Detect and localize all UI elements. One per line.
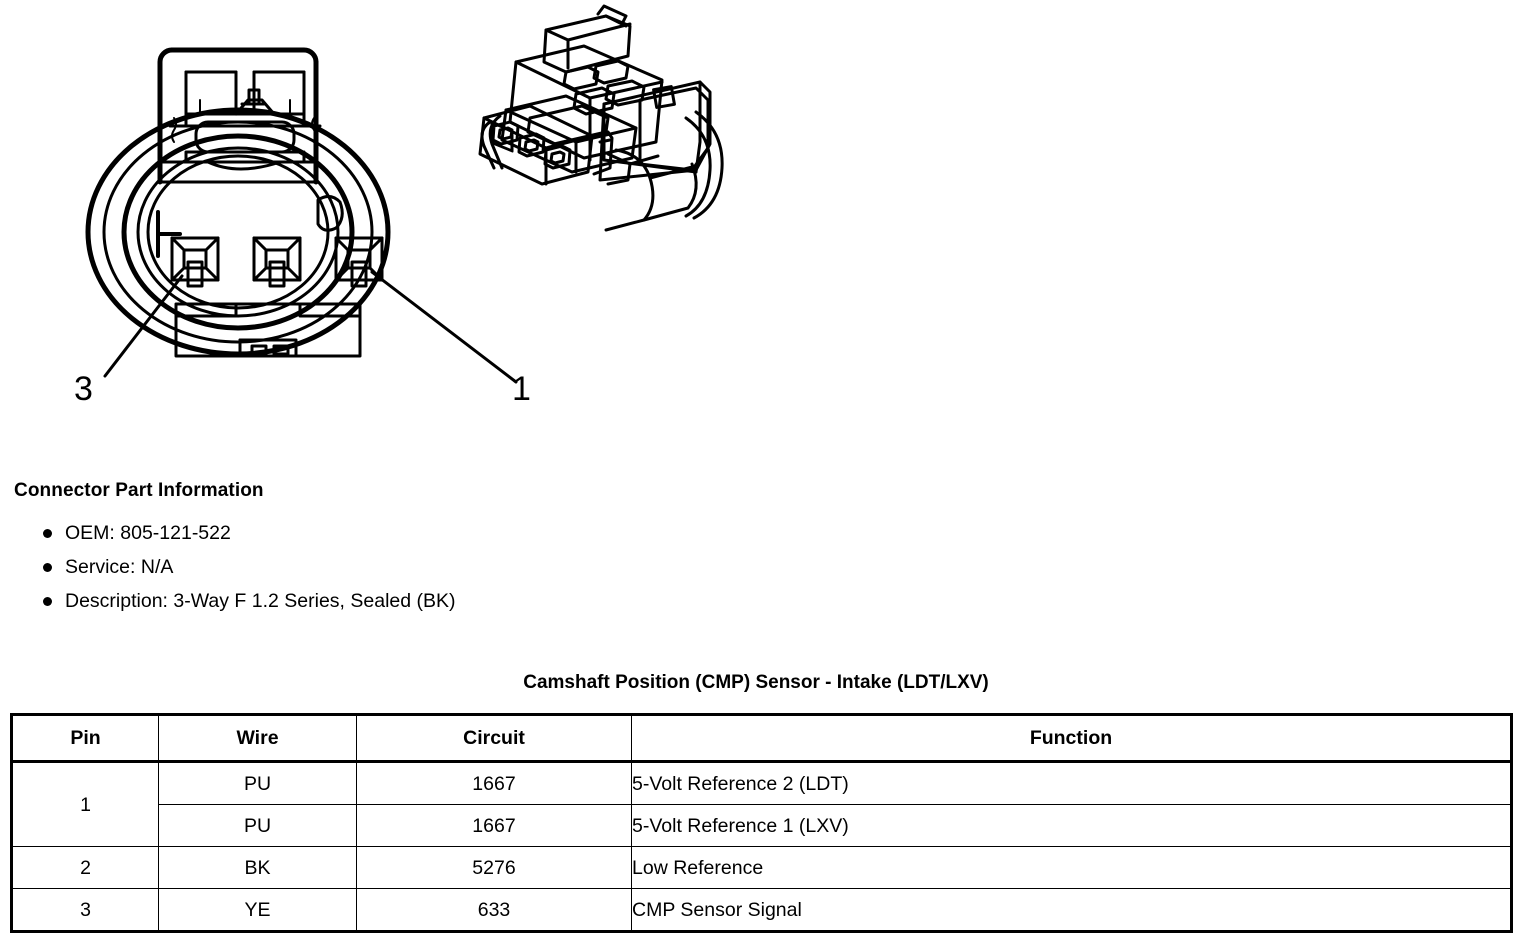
cell-pin: 1 (11, 761, 159, 847)
part-info-item-label: OEM: 805-121-522 (65, 522, 231, 544)
cell-function: CMP Sensor Signal (631, 888, 1512, 932)
bullet-icon (43, 522, 65, 545)
cell-pin: 3 (11, 888, 159, 932)
connector-diagram-svg: 3 1 (74, 4, 724, 408)
latch-tower-outline (169, 47, 319, 65)
cell-circuit: 5276 (356, 846, 632, 889)
pin-table-title: Camshaft Position (CMP) Sensor - Intake … (523, 672, 989, 693)
pin-table-container: Pin Wire Circuit Function 1 PU 1667 5-Vo… (10, 713, 1513, 933)
terminal-cavity-2 (252, 236, 302, 288)
pin-callout-3: 3 (74, 370, 93, 408)
latch-base (184, 150, 306, 164)
connector-diagram: 3 1 (0, 0, 1520, 440)
housing-shell-2 (102, 120, 374, 344)
connector-front-view (85, 47, 518, 384)
latch-window-left (184, 70, 238, 116)
lock-window-right (272, 344, 290, 356)
latch-bar (184, 112, 306, 128)
part-info-item-description: Description: 3-Way F 1.2 Series, Sealed … (14, 590, 914, 613)
cell-function: Low Reference (631, 846, 1512, 889)
terminal-cavity-3 (170, 236, 220, 288)
pin-callout-1: 1 (512, 370, 531, 408)
key-slot-left (156, 210, 182, 258)
cell-function: 5-Volt Reference 1 (LXV) (631, 804, 1512, 847)
leader-line-pin-1 (370, 270, 518, 384)
cell-wire: PU (158, 804, 357, 847)
bullet-icon (43, 556, 65, 579)
part-info-item-label: Description: 3-Way F 1.2 Series, Sealed … (65, 590, 456, 612)
latch-base-curve (206, 160, 282, 171)
cell-circuit: 633 (356, 888, 632, 932)
table-row: 3 YE 633 CMP Sensor Signal (11, 888, 1512, 932)
column-header-circuit: Circuit (356, 714, 632, 763)
cell-circuit: 1667 (356, 804, 632, 847)
cell-wire: PU (158, 761, 357, 805)
latch-beak (234, 98, 276, 116)
iso-terminal-openings (491, 120, 572, 170)
cell-wire: YE (158, 888, 357, 932)
cell-function: 5-Volt Reference 2 (LDT) (631, 761, 1512, 805)
terminal-cavity-1 (334, 236, 384, 288)
table-header-row: Pin Wire Circuit Function (11, 714, 1512, 763)
housing-outer-shell (85, 107, 391, 357)
table-row: PU 1667 5-Volt Reference 1 (LXV) (12, 804, 1512, 847)
lock-window-left (250, 344, 268, 356)
part-info-item-oem: OEM: 805-121-522 (14, 522, 914, 545)
cell-wire: BK (158, 846, 357, 889)
part-info-heading: Connector Part Information (14, 480, 264, 501)
connector-part-information: Connector Part Information OEM: 805-121-… (14, 480, 914, 624)
latch-window-right (252, 70, 306, 116)
spring-right (311, 117, 317, 143)
table-row: 1 PU 1667 5-Volt Reference 2 (LDT) (11, 761, 1512, 847)
column-header-function: Function (631, 714, 1512, 763)
table-row: 2 BK 5276 Low Reference (11, 846, 1512, 889)
cell-pin: 2 (11, 846, 159, 889)
pin-table: Pin Wire Circuit Function 1 PU 1667 5-Vo… (10, 713, 1513, 933)
column-header-pin: Pin (11, 714, 159, 763)
spring-left (171, 117, 177, 143)
bullet-icon (43, 590, 65, 613)
column-header-wire: Wire (158, 714, 357, 763)
part-info-item-label: Service: N/A (65, 556, 174, 578)
part-info-item-service: Service: N/A (14, 556, 914, 579)
leader-line-pin-3 (103, 274, 184, 378)
housing-seal-ring (146, 154, 330, 310)
keying-tab (316, 195, 344, 232)
connector-isometric-view (478, 4, 724, 232)
housing-shell-4 (136, 146, 340, 318)
cell-circuit: 1667 (356, 761, 632, 805)
